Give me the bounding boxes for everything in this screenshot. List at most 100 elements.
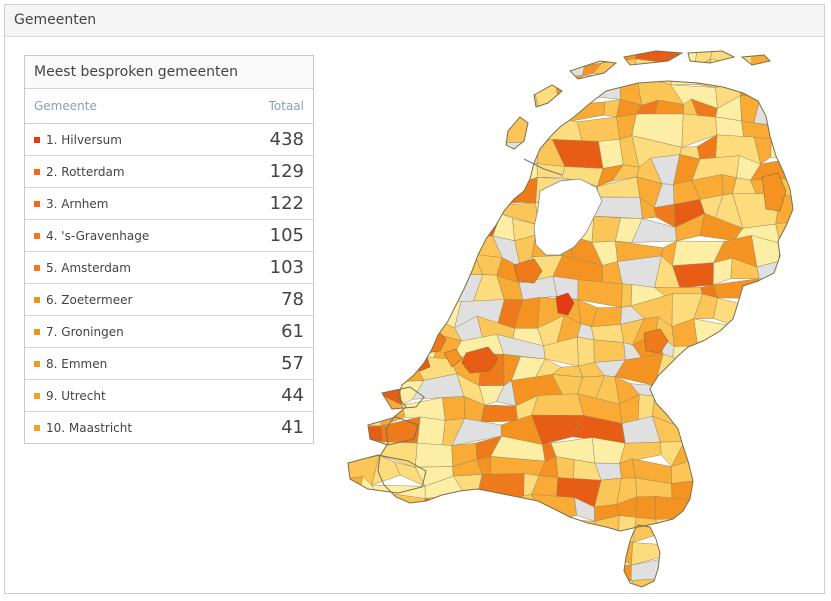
- municipality-shape[interactable]: [711, 542, 740, 563]
- municipality-shape[interactable]: [670, 542, 723, 560]
- municipality-shape[interactable]: [370, 579, 401, 591]
- municipality-shape[interactable]: [402, 535, 444, 562]
- municipality-shape[interactable]: [753, 414, 782, 447]
- municipality-shape[interactable]: [753, 93, 796, 128]
- list-item[interactable]: 7. Groningen 61: [25, 316, 313, 348]
- municipality-shape[interactable]: [717, 495, 743, 523]
- municipality-shape[interactable]: [338, 519, 357, 548]
- municipality-shape[interactable]: [795, 94, 808, 128]
- municipality-shape[interactable]: [476, 473, 525, 499]
- municipality-shape[interactable]: [361, 362, 374, 383]
- municipality-shape[interactable]: [338, 144, 360, 159]
- municipality-shape[interactable]: [418, 275, 444, 299]
- municipality-shape[interactable]: [438, 515, 457, 542]
- municipality-shape[interactable]: [338, 300, 384, 322]
- list-item[interactable]: 4. 's-Gravenhage 105: [25, 220, 313, 252]
- municipality-shape[interactable]: [562, 554, 585, 586]
- municipality-shape[interactable]: [410, 199, 445, 225]
- municipality-shape[interactable]: [714, 455, 761, 484]
- municipality-shape[interactable]: [751, 297, 799, 316]
- municipality-shape[interactable]: [732, 344, 763, 366]
- municipality-shape[interactable]: [391, 41, 426, 64]
- municipality-shape[interactable]: [711, 353, 746, 388]
- municipality-shape[interactable]: [437, 555, 481, 582]
- municipality-shape[interactable]: [339, 242, 365, 266]
- municipality-shape[interactable]: [790, 193, 808, 226]
- municipality-shape[interactable]: [452, 493, 478, 521]
- municipality-shape[interactable]: [553, 75, 583, 107]
- municipality-shape[interactable]: [482, 74, 499, 105]
- municipality-shape[interactable]: [440, 203, 485, 225]
- municipality-shape[interactable]: [717, 416, 740, 449]
- municipality-shape[interactable]: [471, 497, 505, 525]
- municipality-shape[interactable]: [457, 75, 485, 109]
- list-item[interactable]: 8. Emmen 57: [25, 348, 313, 380]
- municipality-shape[interactable]: [378, 85, 395, 108]
- municipality-shape[interactable]: [798, 508, 808, 519]
- municipality-shape[interactable]: [797, 575, 808, 591]
- municipality-shape[interactable]: [338, 54, 362, 85]
- municipality-shape[interactable]: [778, 555, 805, 588]
- municipality-shape[interactable]: [698, 413, 722, 449]
- municipality-shape[interactable]: [431, 235, 466, 269]
- municipality-shape[interactable]: [452, 515, 480, 542]
- municipality-shape[interactable]: [701, 560, 743, 579]
- municipality-highlight[interactable]: [407, 348, 431, 372]
- municipality-shape[interactable]: [456, 56, 499, 87]
- municipality-shape[interactable]: [751, 555, 784, 586]
- municipality-shape[interactable]: [442, 396, 465, 421]
- municipality-shape[interactable]: [392, 178, 416, 200]
- municipality-shape[interactable]: [434, 581, 484, 591]
- municipality-shape[interactable]: [338, 541, 357, 561]
- municipality-shape[interactable]: [532, 575, 564, 591]
- municipality-highlight[interactable]: [555, 292, 575, 316]
- municipality-shape[interactable]: [372, 342, 395, 369]
- municipality-shape[interactable]: [761, 340, 777, 368]
- municipality-shape[interactable]: [555, 518, 602, 549]
- municipality-shape[interactable]: [371, 175, 405, 206]
- municipality-shape[interactable]: [435, 217, 466, 238]
- municipality-shape[interactable]: [338, 316, 384, 348]
- municipality-shape[interactable]: [393, 58, 426, 87]
- municipality-shape[interactable]: [437, 537, 461, 558]
- municipality-shape[interactable]: [795, 276, 808, 301]
- municipality-shape[interactable]: [479, 581, 505, 591]
- municipality-shape[interactable]: [593, 339, 626, 363]
- municipality-shape[interactable]: [750, 384, 785, 397]
- municipality-shape[interactable]: [742, 483, 761, 501]
- municipality-shape[interactable]: [514, 573, 539, 591]
- municipality-shape[interactable]: [700, 496, 721, 528]
- municipality-shape[interactable]: [693, 345, 744, 366]
- municipality-shape[interactable]: [374, 115, 425, 144]
- municipality-shape[interactable]: [752, 434, 782, 458]
- municipality-shape[interactable]: [471, 519, 505, 537]
- municipality-shape[interactable]: [711, 520, 760, 544]
- municipality-shape[interactable]: [755, 499, 803, 522]
- municipality-shape[interactable]: [435, 103, 465, 123]
- municipality-shape[interactable]: [338, 178, 363, 205]
- municipality-shape[interactable]: [621, 283, 633, 308]
- municipality-shape[interactable]: [798, 41, 808, 61]
- municipality-shape[interactable]: [655, 496, 706, 528]
- municipality-shape[interactable]: [411, 178, 464, 200]
- municipality-shape[interactable]: [412, 58, 459, 87]
- municipality-shape[interactable]: [431, 153, 478, 182]
- municipality-shape[interactable]: [700, 455, 720, 481]
- municipality-shape[interactable]: [395, 279, 421, 301]
- municipality-shape[interactable]: [671, 479, 702, 502]
- municipality-shape[interactable]: [338, 273, 362, 305]
- municipality-shape[interactable]: [338, 75, 381, 101]
- municipality-shape[interactable]: [392, 521, 422, 546]
- municipality-shape[interactable]: [532, 518, 558, 538]
- municipality-shape[interactable]: [420, 252, 435, 288]
- municipality-shape[interactable]: [773, 41, 799, 67]
- municipality-shape[interactable]: [632, 517, 660, 543]
- municipality-shape[interactable]: [794, 316, 808, 348]
- municipality-shape[interactable]: [531, 393, 585, 416]
- municipality-shape[interactable]: [555, 578, 581, 591]
- municipality-shape[interactable]: [431, 73, 459, 109]
- municipality-shape[interactable]: [682, 397, 719, 428]
- municipality-shape[interactable]: [338, 220, 375, 246]
- municipality-shape[interactable]: [373, 279, 403, 302]
- municipality-shape[interactable]: [737, 313, 766, 348]
